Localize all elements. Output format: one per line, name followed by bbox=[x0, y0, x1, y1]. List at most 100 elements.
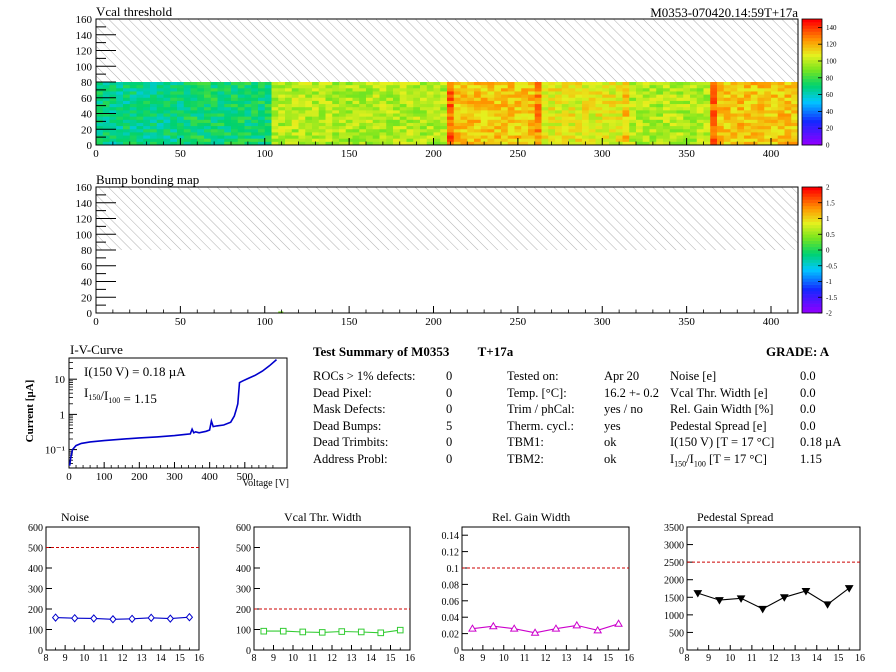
vcal-cell bbox=[406, 100, 414, 105]
palette-tick-label: -0.5 bbox=[826, 262, 838, 270]
vcal-cell bbox=[271, 113, 279, 118]
vcal-cell bbox=[285, 141, 293, 146]
vcal-cell bbox=[602, 94, 610, 99]
vcal-cell bbox=[163, 113, 171, 118]
vcal-cell bbox=[514, 113, 522, 118]
vcal-cell bbox=[359, 122, 367, 127]
vcal-cell bbox=[345, 107, 353, 111]
palette-tick-label: -1 bbox=[826, 278, 832, 286]
vcal-cell bbox=[278, 100, 286, 105]
vcal-cell bbox=[204, 129, 212, 133]
vcal-cell bbox=[717, 126, 725, 130]
vcal-cell bbox=[271, 119, 279, 124]
vcal-cell bbox=[595, 110, 603, 114]
vcal-cell bbox=[615, 129, 623, 133]
vcal-cell bbox=[440, 135, 448, 140]
palette-swatch bbox=[802, 284, 822, 289]
vcal-cell bbox=[339, 113, 347, 118]
vcal-cell bbox=[143, 113, 151, 118]
palette-swatch bbox=[802, 209, 822, 213]
vcal-cell bbox=[426, 122, 434, 127]
vcal-cell bbox=[501, 113, 509, 118]
vcal-cell bbox=[231, 85, 239, 89]
vcal-cell bbox=[291, 85, 299, 89]
vcal-cell bbox=[514, 129, 522, 133]
vcal-cell bbox=[251, 91, 259, 95]
vcal-cell bbox=[163, 116, 171, 121]
vcal-cell bbox=[676, 126, 684, 130]
vcal-cell bbox=[183, 110, 191, 114]
vcal-cell bbox=[582, 85, 590, 89]
vcal-cell bbox=[204, 107, 212, 111]
vcal-cell bbox=[426, 88, 434, 92]
summary-col2-label: TBM2: bbox=[507, 451, 544, 466]
vcal-cell bbox=[143, 97, 151, 102]
vcal-cell bbox=[379, 122, 387, 127]
palette-swatch bbox=[802, 25, 822, 29]
vcal-cell bbox=[757, 129, 765, 133]
vcal-cell bbox=[116, 107, 124, 111]
vcal-cell bbox=[339, 107, 347, 111]
palette-swatch bbox=[802, 132, 822, 136]
palette-swatch bbox=[802, 205, 822, 210]
vcal-cell bbox=[399, 110, 407, 114]
vcal-cell bbox=[744, 100, 752, 105]
iv-y-tick-label: 10 bbox=[54, 374, 66, 386]
vcal-cell bbox=[143, 138, 151, 143]
summary-col3-row: Noise [e] 0.0 bbox=[670, 368, 850, 385]
vcal-cell bbox=[224, 129, 232, 133]
vcal-cell bbox=[777, 138, 785, 143]
palette-swatch bbox=[802, 88, 822, 92]
vcal-cell bbox=[352, 85, 360, 89]
vcal-cell bbox=[345, 113, 353, 118]
vcal-cell bbox=[663, 129, 671, 133]
vcal-cell bbox=[737, 132, 745, 136]
vcal-cell bbox=[568, 132, 576, 136]
vcal-cell bbox=[123, 85, 131, 89]
vcal-cell bbox=[177, 91, 185, 95]
vcal-cell bbox=[399, 88, 407, 92]
vcal-cell bbox=[102, 135, 110, 140]
vcal-cell bbox=[717, 91, 725, 95]
vcal-cell bbox=[528, 94, 536, 99]
iv-x-tick-label: 100 bbox=[96, 471, 113, 483]
vcal-cell bbox=[278, 97, 286, 102]
vcal-cell bbox=[588, 132, 596, 136]
vcal-cell bbox=[298, 135, 306, 140]
vcal-cell bbox=[750, 107, 758, 111]
small-x-tick-label: 12 bbox=[541, 653, 551, 664]
vcal-cell bbox=[669, 91, 677, 95]
vcal-cell bbox=[784, 135, 792, 140]
vcal-cell bbox=[298, 126, 306, 130]
vcal-cell bbox=[406, 135, 414, 140]
vcal-cell bbox=[271, 138, 279, 143]
small-x-tick-label: 13 bbox=[347, 653, 357, 664]
vcal-cell bbox=[271, 132, 279, 136]
vcal-cell bbox=[690, 116, 698, 121]
vcal-cell bbox=[386, 138, 394, 143]
vcal-cell bbox=[231, 122, 239, 127]
vcal-cell bbox=[669, 138, 677, 143]
vcal-cell bbox=[777, 104, 785, 108]
vcal-cell bbox=[723, 100, 731, 105]
vcal-cell bbox=[710, 132, 718, 136]
vcal-cell bbox=[757, 135, 765, 140]
vcal-cell bbox=[771, 97, 779, 102]
vcal-cell bbox=[467, 91, 475, 95]
vcal-cell bbox=[386, 91, 394, 95]
palette-tick-label: 140 bbox=[826, 24, 837, 32]
vcal-cell bbox=[764, 100, 772, 105]
small-x-tick-label: 11 bbox=[747, 653, 757, 664]
vcal-cell bbox=[744, 129, 752, 133]
vcal-cell bbox=[143, 88, 151, 92]
vcal-cell bbox=[197, 116, 205, 121]
vcal-cell bbox=[744, 141, 752, 146]
vcal-cell bbox=[156, 135, 164, 140]
vcal-cell bbox=[453, 100, 461, 105]
vcal-cell bbox=[447, 91, 455, 95]
vcal-cell bbox=[541, 135, 549, 140]
vcal-cell bbox=[460, 94, 468, 99]
vcal-cell bbox=[467, 88, 475, 92]
vcal-cell bbox=[507, 85, 515, 89]
vcal-cell bbox=[548, 94, 556, 99]
